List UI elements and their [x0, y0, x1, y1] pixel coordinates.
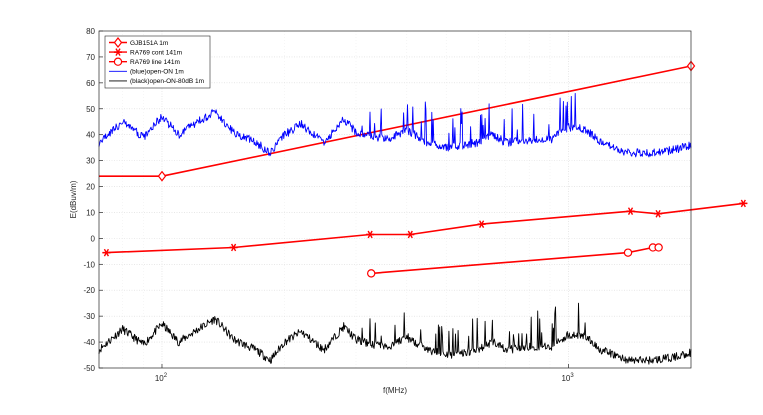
y-tick-label: -20	[83, 286, 95, 295]
x-tick-label: 102	[155, 373, 168, 383]
y-tick-label: 80	[86, 27, 95, 36]
y-axis-label: E(dBuv/m)	[69, 180, 78, 218]
y-tick-label: -30	[83, 312, 95, 321]
legend-item: RA769 line 141m	[109, 57, 180, 66]
data-point	[626, 207, 635, 215]
legend-item: (blue)open-ON 1m	[109, 69, 184, 76]
data-point-shape	[367, 269, 376, 278]
series-line	[106, 202, 744, 254]
series-3	[98, 92, 692, 158]
y-tick-label: -50	[83, 364, 95, 373]
x-tick-label-base: 10	[155, 374, 164, 383]
y-tick-label: 0	[91, 234, 96, 243]
y-tick-label: 70	[86, 53, 95, 62]
y-tick-label: -40	[83, 338, 95, 347]
legend-label: (black)open-ON-80dB 1m	[130, 78, 204, 85]
data-point	[406, 230, 415, 239]
series-4	[98, 302, 692, 365]
data-point-shape	[654, 243, 663, 252]
y-tick-label: -10	[83, 260, 95, 269]
legend-item: GJB151A 1m	[109, 37, 168, 48]
legend-marker	[113, 57, 123, 66]
legend-marker-shape	[113, 57, 123, 66]
series-line	[98, 302, 692, 365]
y-tick-label: 60	[86, 79, 95, 88]
legend-marker-shape	[113, 37, 123, 48]
x-tick-label: 103	[561, 373, 574, 383]
data-point	[102, 248, 111, 257]
legend-marker	[114, 48, 122, 56]
series-2	[367, 243, 663, 278]
legend-marker	[113, 37, 123, 48]
data-point	[654, 243, 663, 252]
y-tick-label: 30	[86, 157, 95, 166]
y-tick-label: 10	[86, 208, 95, 217]
plot-frame	[98, 30, 692, 369]
legend-item: (black)open-ON-80dB 1m	[109, 78, 204, 85]
x-axis-label: f(MHz)	[383, 386, 407, 395]
legend: GJB151A 1m RA769 cont 141m RA769 line 141m…	[104, 35, 211, 89]
legend-label: RA769 line 141m	[130, 59, 180, 66]
series-1	[102, 199, 748, 257]
x-tick-label-exponent: 2	[164, 373, 168, 379]
y-tick-label: 20	[86, 183, 95, 192]
data-point	[229, 243, 238, 252]
data-point-shape	[157, 170, 167, 182]
series-layer	[98, 60, 748, 365]
data-point	[157, 170, 167, 182]
data-point	[366, 230, 375, 239]
legend-label: RA769 cont 141m	[130, 49, 182, 56]
x-tick-label-base: 10	[561, 374, 570, 383]
data-point	[654, 209, 663, 218]
data-point	[367, 269, 376, 278]
x-tick-label-exponent: 3	[570, 373, 574, 379]
data-point-shape	[623, 248, 633, 257]
y-tick-label: 40	[86, 131, 95, 140]
series-line	[98, 92, 692, 158]
legend-label: GJB151A 1m	[130, 40, 168, 47]
y-tick-label: 50	[86, 105, 95, 114]
data-point	[477, 220, 486, 228]
legend-label: (blue)open-ON 1m	[130, 69, 184, 76]
data-point	[739, 199, 748, 208]
data-point	[623, 248, 633, 257]
legend-item: RA769 cont 141m	[109, 48, 182, 56]
